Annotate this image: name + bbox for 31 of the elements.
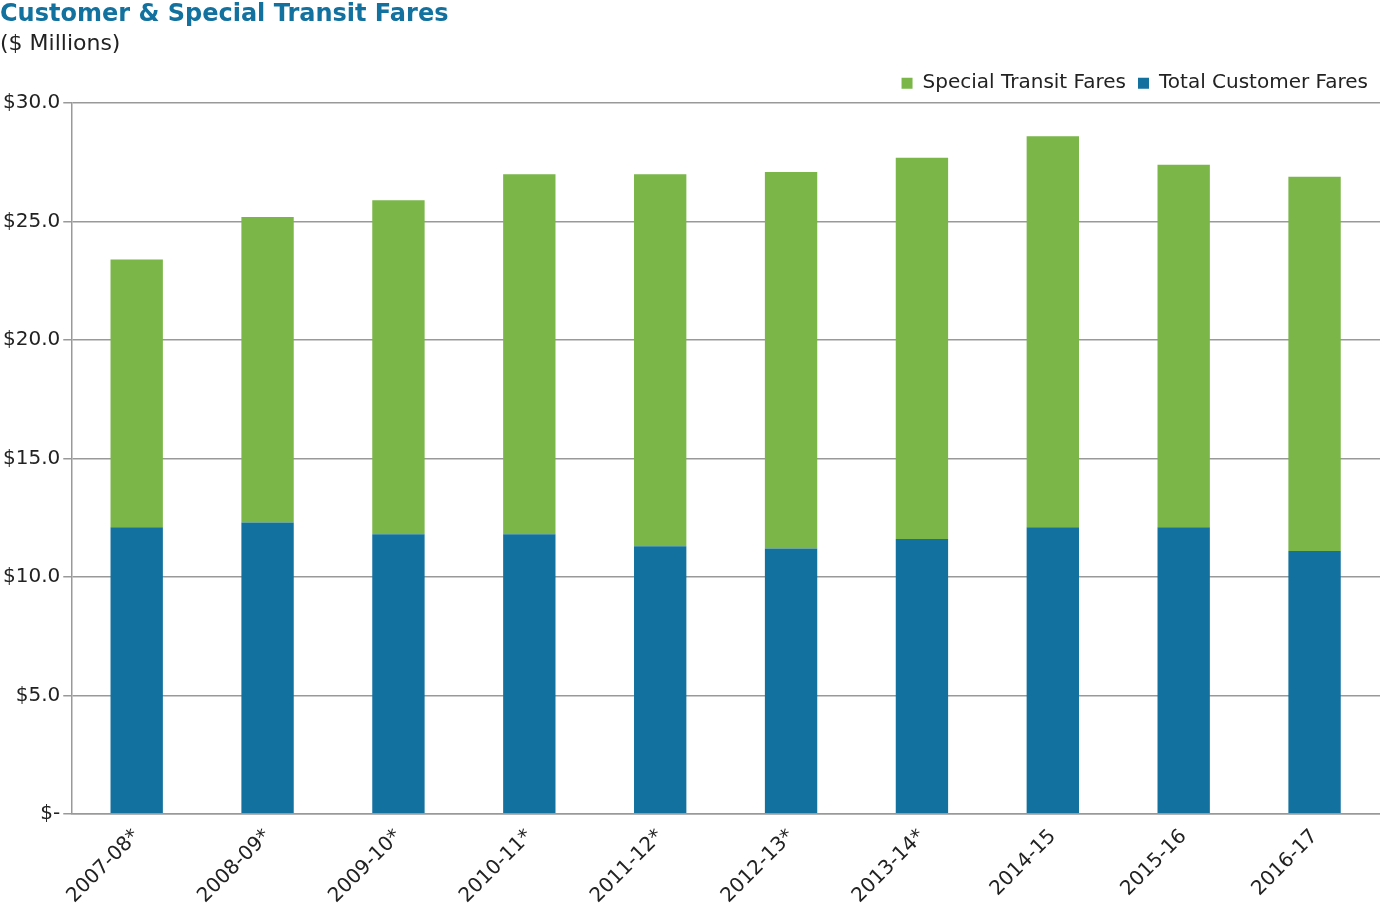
bar <box>1157 164 1210 528</box>
bar <box>241 216 294 523</box>
bar <box>764 171 818 549</box>
legend-label: Special Transit Fares <box>922 69 1127 94</box>
y-tick-label: $5.0 <box>15 681 61 706</box>
bar <box>895 157 949 540</box>
bar <box>372 534 425 814</box>
y-tick-label: $25.0 <box>2 207 61 232</box>
bar <box>110 527 163 814</box>
bar <box>895 539 949 814</box>
bar <box>1288 550 1341 814</box>
y-tick-label: $30.0 <box>2 89 61 114</box>
y-tick-label: $15.0 <box>2 444 61 469</box>
bar <box>503 174 556 535</box>
bar <box>1026 136 1079 528</box>
bar <box>503 534 556 814</box>
bar <box>372 200 425 535</box>
bar <box>1026 527 1079 814</box>
y-tick-label: $10.0 <box>2 563 61 588</box>
bar <box>241 522 294 814</box>
bar <box>764 548 818 814</box>
bar <box>1288 176 1341 551</box>
bar <box>634 174 687 547</box>
chart-subtitle: ($ Millions) <box>0 29 121 55</box>
bar <box>1157 527 1210 814</box>
legend-label: Total Customer Fares <box>1158 69 1369 94</box>
bar <box>634 546 687 814</box>
y-tick-label: $- <box>40 800 61 825</box>
y-tick-label: $20.0 <box>2 326 61 351</box>
chart-title: Customer & Special Transit Fares <box>0 0 449 27</box>
bar <box>110 259 163 528</box>
